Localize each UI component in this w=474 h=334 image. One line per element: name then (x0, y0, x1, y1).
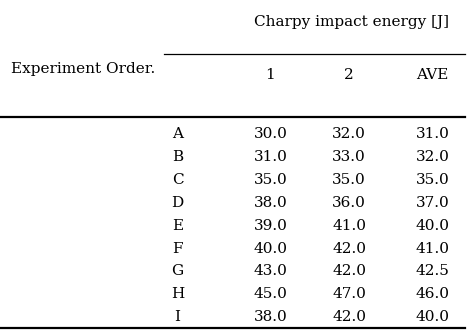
Text: E: E (172, 219, 183, 233)
Text: 43.0: 43.0 (254, 265, 287, 278)
Text: Charpy impact energy [J]: Charpy impact energy [J] (254, 15, 449, 29)
Text: 31.0: 31.0 (254, 150, 287, 164)
Text: A: A (172, 127, 183, 141)
Text: G: G (172, 265, 184, 278)
Text: 32.0: 32.0 (416, 150, 449, 164)
Text: I: I (174, 310, 181, 324)
Text: AVE: AVE (417, 67, 449, 81)
Text: 40.0: 40.0 (416, 310, 450, 324)
Text: 40.0: 40.0 (416, 219, 450, 233)
Text: 45.0: 45.0 (254, 287, 287, 301)
Text: 39.0: 39.0 (254, 219, 287, 233)
Text: B: B (172, 150, 183, 164)
Text: 42.0: 42.0 (332, 310, 366, 324)
Text: 35.0: 35.0 (332, 173, 366, 187)
Text: 42.0: 42.0 (332, 241, 366, 256)
Text: 37.0: 37.0 (416, 196, 449, 210)
Text: 42.0: 42.0 (332, 265, 366, 278)
Text: 36.0: 36.0 (332, 196, 366, 210)
Text: 42.5: 42.5 (416, 265, 449, 278)
Text: 2: 2 (344, 67, 354, 81)
Text: 1: 1 (265, 67, 275, 81)
Text: 31.0: 31.0 (416, 127, 449, 141)
Text: C: C (172, 173, 183, 187)
Text: 35.0: 35.0 (416, 173, 449, 187)
Text: 38.0: 38.0 (254, 310, 287, 324)
Text: 30.0: 30.0 (254, 127, 287, 141)
Text: H: H (171, 287, 184, 301)
Text: 41.0: 41.0 (332, 219, 366, 233)
Text: F: F (173, 241, 183, 256)
Text: 46.0: 46.0 (416, 287, 450, 301)
Text: D: D (172, 196, 184, 210)
Text: 38.0: 38.0 (254, 196, 287, 210)
Text: 40.0: 40.0 (253, 241, 287, 256)
Text: 47.0: 47.0 (332, 287, 366, 301)
Text: 33.0: 33.0 (332, 150, 366, 164)
Text: Experiment Order.: Experiment Order. (10, 62, 155, 76)
Text: 35.0: 35.0 (254, 173, 287, 187)
Text: 41.0: 41.0 (416, 241, 450, 256)
Text: 32.0: 32.0 (332, 127, 366, 141)
